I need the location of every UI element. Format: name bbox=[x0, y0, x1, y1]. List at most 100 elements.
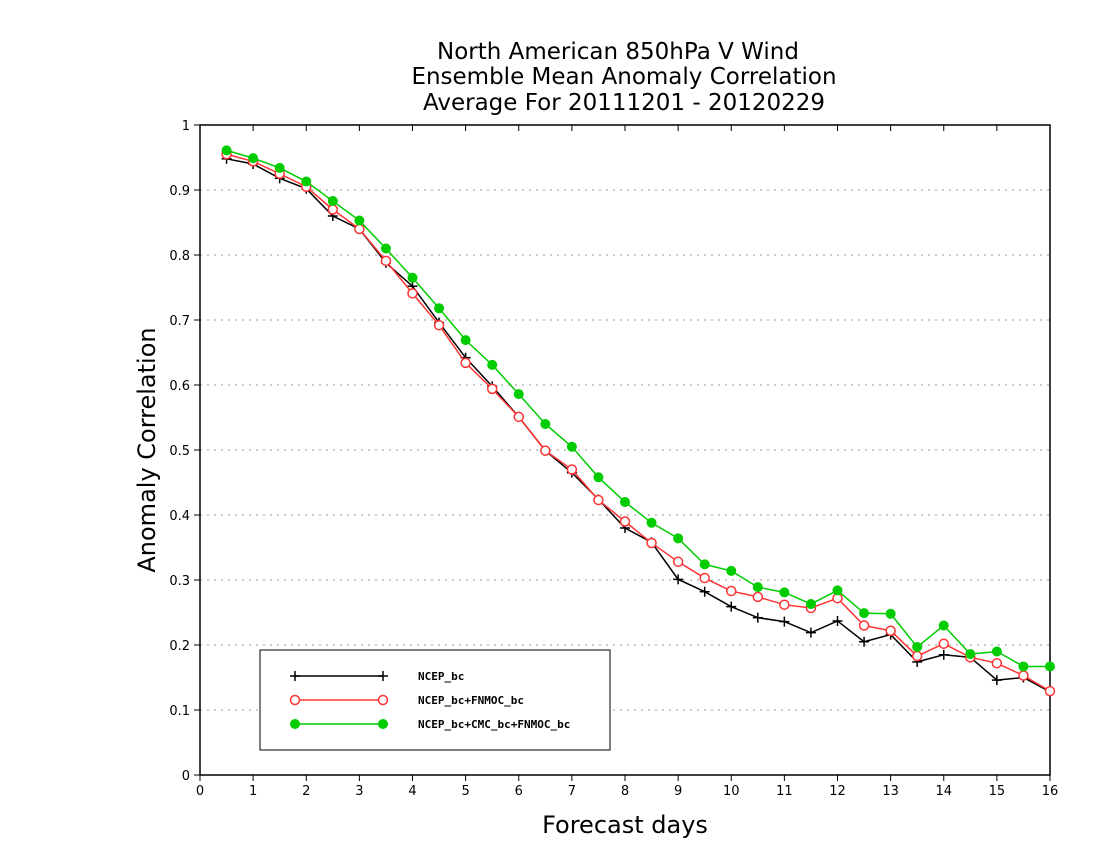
data-point-filled-circle bbox=[460, 335, 471, 346]
data-point-open-circle bbox=[991, 657, 1003, 669]
data-point-filled-circle bbox=[513, 389, 524, 400]
y-axis-title: Anomaly Correlation bbox=[133, 327, 161, 572]
data-point-open-circle bbox=[433, 319, 445, 331]
data-point-filled-circle bbox=[301, 176, 312, 187]
x-tick-label: 5 bbox=[461, 784, 469, 799]
x-tick-label: 15 bbox=[989, 784, 1006, 799]
data-point-filled-circle bbox=[673, 533, 684, 544]
data-point-open-circle bbox=[566, 464, 578, 475]
data-point-open-circle bbox=[380, 255, 392, 267]
y-tick-label: 0.1 bbox=[169, 704, 190, 719]
y-tick-label: 0.5 bbox=[169, 444, 190, 459]
data-point-filled-circle bbox=[699, 559, 710, 570]
series-0 bbox=[221, 153, 1055, 697]
data-point-open-circle bbox=[460, 357, 471, 369]
data-point-plus bbox=[805, 627, 816, 638]
data-point-filled-circle bbox=[378, 719, 388, 729]
data-point-plus bbox=[938, 649, 949, 660]
data-point-filled-circle bbox=[726, 565, 737, 576]
y-tick-label: 0.7 bbox=[169, 314, 190, 329]
data-point-plus bbox=[752, 612, 763, 623]
data-point-open-circle bbox=[726, 585, 737, 597]
legend-entry: NCEP_bc+FNMOC_bc bbox=[289, 694, 524, 707]
data-point-filled-circle bbox=[593, 472, 604, 483]
series-line bbox=[226, 153, 1051, 692]
data-point-open-circle bbox=[672, 556, 684, 568]
x-tick-label: 16 bbox=[1042, 784, 1059, 799]
data-point-filled-circle bbox=[859, 608, 870, 619]
data-point-filled-circle bbox=[407, 272, 418, 283]
data-point-plus bbox=[859, 636, 870, 647]
x-tick-label: 10 bbox=[723, 784, 740, 799]
data-point-open-circle bbox=[513, 411, 524, 423]
data-point-open-circle bbox=[327, 204, 339, 215]
x-tick-label: 8 bbox=[621, 784, 629, 799]
data-point-filled-circle bbox=[274, 162, 285, 173]
y-tick-label: 1 bbox=[182, 119, 190, 134]
data-point-filled-circle bbox=[779, 587, 790, 598]
y-tick-label: 0.9 bbox=[169, 184, 190, 199]
data-point-open-circle bbox=[540, 445, 551, 456]
x-tick-label: 0 bbox=[196, 784, 204, 799]
legend-entry: NCEP_bc+CMC_bc+FNMOC_bc bbox=[290, 718, 570, 731]
data-point-plus bbox=[378, 671, 388, 681]
legend-label: NCEP_bc bbox=[418, 670, 464, 683]
legend-label: NCEP_bc+FNMOC_bc bbox=[418, 694, 524, 707]
data-point-filled-circle bbox=[540, 419, 551, 429]
legend-entry: NCEP_bc bbox=[290, 670, 464, 683]
data-point-filled-circle bbox=[965, 649, 976, 660]
data-point-filled-circle bbox=[991, 646, 1002, 657]
legend: NCEP_bc NCEP_bc+FNMOC_bc NCEP_bc+CMC_bc+FN… bbox=[259, 649, 611, 751]
data-point-open-circle bbox=[752, 591, 764, 603]
data-point-open-circle bbox=[885, 625, 896, 636]
data-point-filled-circle bbox=[566, 441, 577, 452]
data-point-filled-circle bbox=[646, 517, 657, 528]
data-point-open-circle bbox=[407, 288, 418, 299]
data-point-open-circle bbox=[1018, 670, 1029, 681]
series-line bbox=[226, 158, 1051, 693]
data-point-open-circle bbox=[354, 223, 365, 235]
chart-title: North American 850hPa V Wind Ensemble Me… bbox=[411, 39, 836, 116]
chart-title-line-1: North American 850hPa V Wind bbox=[437, 39, 799, 65]
data-point-plus bbox=[673, 574, 684, 585]
data-point-filled-circle bbox=[354, 215, 365, 226]
data-point-plus bbox=[699, 586, 710, 597]
x-tick-label: 11 bbox=[776, 784, 793, 799]
x-tick-label: 9 bbox=[674, 784, 682, 799]
data-point-filled-circle bbox=[380, 243, 391, 254]
data-point-filled-circle bbox=[434, 303, 445, 314]
data-point-filled-circle bbox=[885, 608, 896, 619]
y-tick-label: 0.3 bbox=[169, 574, 190, 589]
series-1 bbox=[221, 149, 1056, 697]
data-point-filled-circle bbox=[248, 153, 259, 164]
series-layer bbox=[221, 145, 1056, 697]
data-point-filled-circle bbox=[912, 641, 923, 652]
data-point-open-circle bbox=[699, 572, 710, 584]
y-tick-label: 0 bbox=[182, 769, 190, 784]
x-tick-label: 13 bbox=[882, 784, 899, 799]
data-point-filled-circle bbox=[752, 582, 763, 593]
chart-title-line-2: Ensemble Mean Anomaly Correlation bbox=[411, 64, 836, 90]
data-point-open-circle bbox=[289, 694, 301, 706]
data-point-open-circle bbox=[938, 638, 949, 649]
y-tick-label: 0.4 bbox=[169, 509, 190, 524]
data-point-filled-circle bbox=[290, 719, 300, 729]
chart-title-line-3: Average For 20111201 - 20120229 bbox=[423, 90, 825, 116]
data-point-filled-circle bbox=[1045, 661, 1055, 672]
data-point-open-circle bbox=[911, 650, 923, 662]
data-point-plus bbox=[991, 675, 1002, 686]
x-axis-title: Forecast days bbox=[542, 811, 708, 839]
data-point-open-circle bbox=[858, 620, 870, 631]
legend-label: NCEP_bc+CMC_bc+FNMOC_bc bbox=[418, 718, 570, 731]
series-line bbox=[226, 149, 1050, 668]
data-point-open-circle bbox=[619, 516, 631, 527]
x-tick-label: 12 bbox=[829, 784, 846, 799]
data-point-filled-circle bbox=[620, 497, 630, 507]
x-tick-label: 1 bbox=[249, 784, 257, 799]
x-tick-label: 2 bbox=[302, 784, 310, 799]
data-point-open-circle bbox=[1044, 685, 1056, 697]
data-point-open-circle bbox=[377, 694, 389, 706]
axis-ticks: 00.10.20.30.40.50.60.70.80.910 1 2 3 4 5 6 7 8 9 1… bbox=[169, 119, 1058, 799]
data-point-plus bbox=[290, 671, 300, 681]
